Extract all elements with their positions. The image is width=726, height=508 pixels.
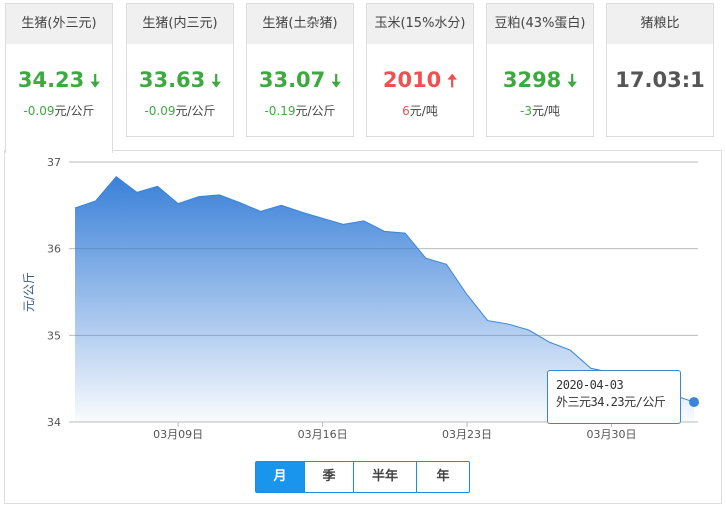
arrow-down-icon: 🠇 xyxy=(567,71,578,92)
area-fill xyxy=(75,176,694,422)
price-card[interactable]: 玉米(15%水分) 2010 🠅 6元/吨 xyxy=(366,3,474,137)
card-title: 生猪(内三元) xyxy=(127,4,233,44)
x-tick-label: 03月09日 xyxy=(153,428,203,441)
price-card[interactable]: 猪粮比 17.03:1 xyxy=(606,3,714,137)
card-value: 17.03:1 xyxy=(615,68,705,92)
card-title: 生猪(土杂猪) xyxy=(247,4,353,44)
price-area-chart: 34 35 36 37 03月09日 03月16日 03月23日 03月30日 元/公斤 xyxy=(22,156,699,441)
tooltip-value: 外三元34.23元/公斤 xyxy=(556,395,666,409)
card-unit: 元/公斤 xyxy=(295,104,336,118)
y-tick-label: 37 xyxy=(47,156,61,169)
highlighted-point xyxy=(689,397,699,408)
card-value: 3298 xyxy=(502,68,562,92)
chart-tooltip: 2020-04-03 外三元34.23元/公斤 xyxy=(547,370,681,424)
tooltip-date: 2020-04-03 xyxy=(556,378,624,392)
card-value: 33.63 xyxy=(138,68,206,92)
y-tick-label: 34 xyxy=(47,416,61,429)
arrow-down-icon: 🠇 xyxy=(90,71,101,92)
y-tick-label: 35 xyxy=(47,329,61,342)
period-month-button[interactable]: 月 xyxy=(256,462,304,492)
card-title: 生猪(外三元) xyxy=(6,4,112,44)
period-year-button[interactable]: 年 xyxy=(416,462,469,492)
y-axis-label: 元/公斤 xyxy=(22,272,36,312)
card-unit: 元/吨 xyxy=(531,104,560,118)
price-card[interactable]: 豆粕(43%蛋白) 3298 🠇 -3元/吨 xyxy=(486,3,594,137)
price-card[interactable]: 生猪(内三元) 33.63 🠇 -0.09元/公斤 xyxy=(126,3,234,137)
arrow-down-icon: 🠇 xyxy=(211,71,222,92)
x-tick-label: 03月30日 xyxy=(586,428,636,441)
price-card[interactable]: 生猪(土杂猪) 33.07 🠇 -0.19元/公斤 xyxy=(246,3,354,137)
card-unit: 元/公斤 xyxy=(54,104,95,118)
price-card[interactable]: 生猪(外三元) 34.23 🠇 -0.09元/公斤 xyxy=(5,3,113,153)
card-unit: 元/公斤 xyxy=(175,104,216,118)
x-tick-label: 03月23日 xyxy=(442,428,492,441)
card-change: -0.19 xyxy=(264,104,296,118)
card-change: -3 xyxy=(519,104,532,118)
chart-panel: 34 35 36 37 03月09日 03月16日 03月23日 03月30日 元/公斤 202… xyxy=(4,150,722,504)
card-title: 猪粮比 xyxy=(607,4,713,44)
period-selector: 月 季 半年 年 xyxy=(255,461,470,493)
arrow-down-icon: 🠇 xyxy=(331,71,342,92)
card-change: -0.09 xyxy=(144,104,176,118)
arrow-up-icon: 🠅 xyxy=(447,71,458,92)
card-change: 6 xyxy=(402,104,410,118)
period-halfyear-button[interactable]: 半年 xyxy=(353,462,416,492)
card-value: 34.23 xyxy=(17,68,85,92)
period-quarter-button[interactable]: 季 xyxy=(304,462,353,492)
card-change: -0.09 xyxy=(23,104,55,118)
card-title: 豆粕(43%蛋白) xyxy=(487,4,593,44)
card-unit: 元/吨 xyxy=(409,104,438,118)
series-line xyxy=(74,176,695,403)
x-tick-label: 03月16日 xyxy=(298,428,348,441)
y-tick-label: 36 xyxy=(47,243,61,256)
card-value: 2010 xyxy=(382,68,442,92)
card-value: 33.07 xyxy=(258,68,326,92)
card-title: 玉米(15%水分) xyxy=(367,4,473,44)
